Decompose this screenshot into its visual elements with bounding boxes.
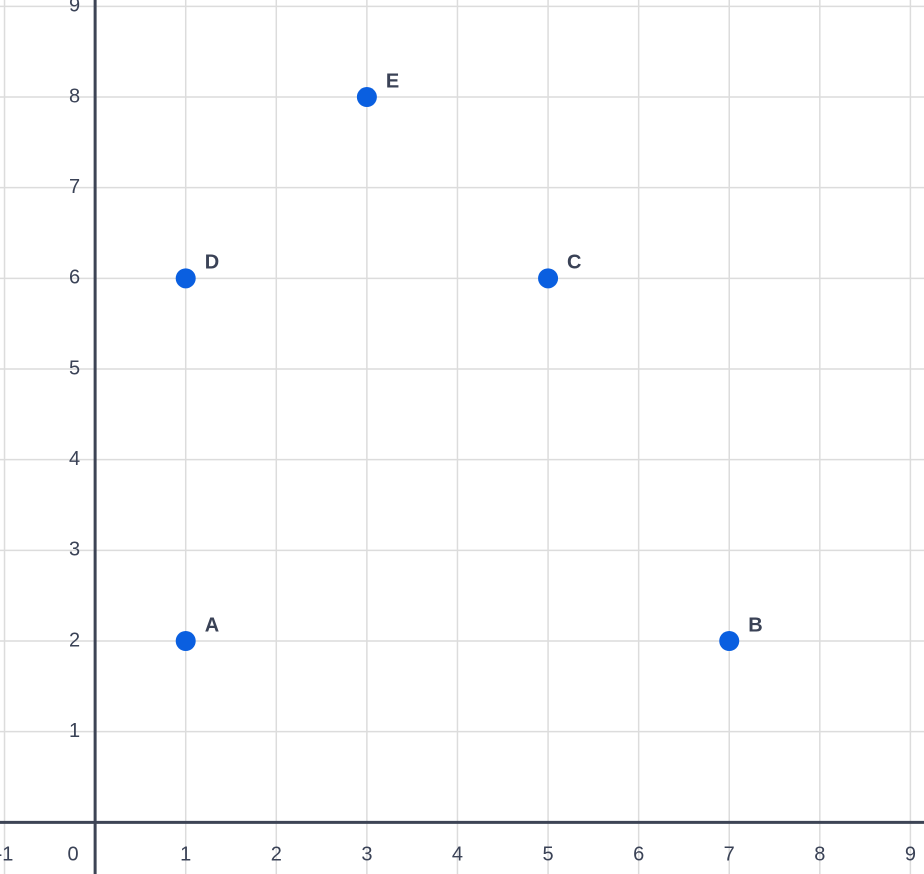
- y-tick-label: 2: [69, 629, 80, 651]
- x-tick-label: 6: [633, 844, 644, 866]
- point: [538, 268, 559, 289]
- x-tick-label: 4: [452, 844, 463, 866]
- x-tick-label: 2: [271, 844, 282, 866]
- point: [356, 87, 377, 108]
- y-tick-label: 1: [69, 720, 80, 742]
- y-tick-label: 6: [69, 267, 80, 289]
- point: [719, 630, 740, 651]
- y-tick-label: 9: [69, 0, 80, 17]
- point: [175, 630, 196, 651]
- y-tick-label: 4: [69, 448, 80, 470]
- point-label: C: [567, 252, 581, 274]
- x-tick-label: 9: [905, 844, 916, 866]
- x-tick-label: 0: [68, 844, 79, 866]
- y-tick-label: 7: [69, 176, 80, 198]
- y-tick-label: 5: [69, 357, 80, 379]
- point-label: B: [748, 614, 762, 636]
- x-tick-label: 7: [724, 844, 735, 866]
- point: [175, 268, 196, 289]
- x-tick-label: 5: [542, 844, 553, 866]
- x-tick-label: 8: [814, 844, 825, 866]
- y-tick-label: 3: [69, 539, 80, 561]
- y-tick-label: 8: [69, 85, 80, 107]
- x-tick-label: 3: [361, 844, 372, 866]
- x-tick-label: -1: [0, 844, 13, 866]
- point-label: A: [205, 614, 219, 636]
- point-label: E: [386, 70, 399, 92]
- x-tick-label: 1: [180, 844, 191, 866]
- point-label: D: [205, 252, 219, 274]
